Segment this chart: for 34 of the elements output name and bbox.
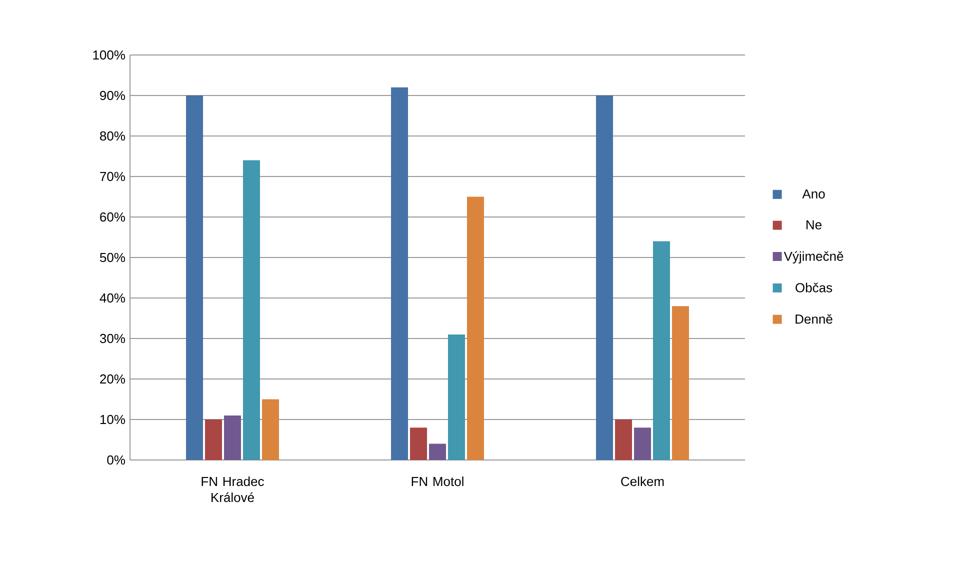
x-tick-label: Celkem bbox=[621, 476, 664, 486]
y-tick-label: 100% bbox=[93, 50, 125, 60]
bar bbox=[615, 420, 632, 460]
bar bbox=[205, 420, 222, 460]
y-tick-label: 60% bbox=[100, 212, 125, 222]
y-tick-label: 10% bbox=[100, 414, 125, 424]
bar bbox=[391, 87, 408, 460]
legend-label: Denně bbox=[796, 314, 832, 324]
bar bbox=[466, 196, 484, 460]
bar bbox=[652, 241, 670, 460]
y-tick-label: 40% bbox=[100, 293, 125, 303]
y-tick-label: 70% bbox=[100, 172, 125, 182]
bar bbox=[224, 415, 241, 460]
bar bbox=[448, 334, 465, 460]
y-tick-label: 20% bbox=[100, 374, 125, 384]
y-tick-label: 30% bbox=[100, 334, 125, 344]
legend-label: Ano bbox=[802, 189, 825, 199]
legend-label: Občas bbox=[796, 282, 832, 292]
x-tick-label: FN Motol bbox=[412, 476, 464, 486]
y-tick-label: 50% bbox=[100, 252, 125, 262]
bar bbox=[186, 95, 204, 460]
bar bbox=[410, 428, 428, 460]
bar bbox=[596, 95, 614, 460]
y-tick-label: 80% bbox=[100, 131, 125, 141]
y-tick-label: 90% bbox=[100, 90, 125, 100]
bar bbox=[262, 399, 279, 460]
x-tick-label: FN Hradec Králové bbox=[202, 476, 264, 502]
bar bbox=[429, 444, 446, 460]
bar bbox=[242, 160, 260, 460]
legend-label: Výjimečně bbox=[784, 251, 844, 264]
bar bbox=[672, 306, 689, 460]
legend-label: Ne bbox=[806, 220, 822, 230]
bar bbox=[634, 428, 652, 460]
y-tick-label: 0% bbox=[107, 455, 125, 465]
